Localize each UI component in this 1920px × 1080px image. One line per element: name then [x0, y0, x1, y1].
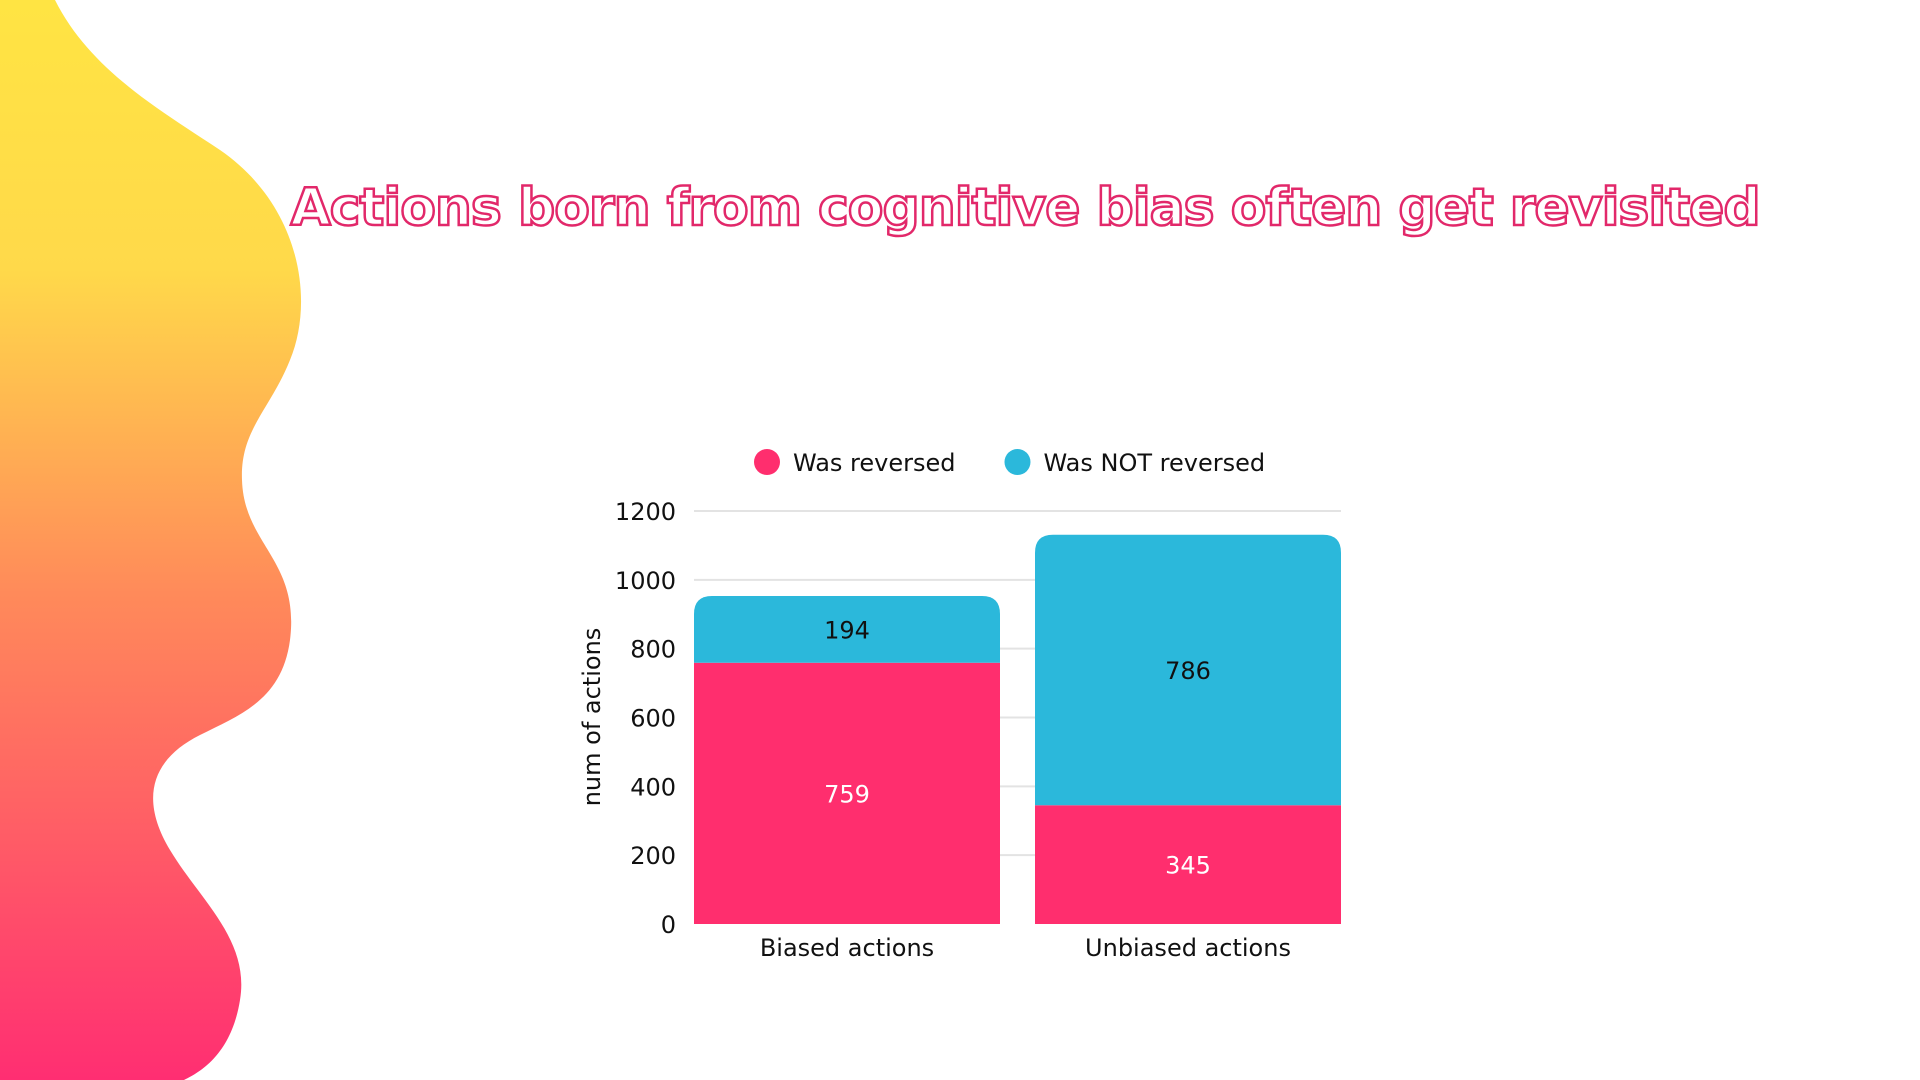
bar-segment: [1035, 534, 1341, 806]
y-tick-label: 1200: [615, 498, 676, 526]
bar-segment: [694, 596, 1000, 663]
data-label: 194: [824, 616, 870, 644]
legend-marker: [1004, 449, 1031, 475]
y-axis-label: num of actions: [578, 628, 606, 807]
y-tick-label: 1000: [615, 567, 676, 595]
data-label: 759: [824, 780, 870, 808]
legend-label: Was NOT reversed: [1043, 449, 1265, 477]
chart-title: Actions born from cognitive bias often g…: [289, 177, 1762, 240]
y-tick-label: 0: [661, 911, 676, 939]
y-tick-label: 400: [630, 773, 676, 801]
y-tick-label: 800: [630, 636, 676, 664]
y-tick-label: 200: [630, 842, 676, 870]
bar-segment: [694, 662, 1000, 924]
bar-segment: [1035, 805, 1341, 924]
data-label: 345: [1165, 852, 1211, 880]
legend-marker: [754, 449, 780, 475]
x-tick-label: Unbiased actions: [1085, 934, 1291, 962]
x-tick-label: Biased actions: [760, 934, 934, 962]
decorative-gradient-blob: [0, 0, 302, 1080]
legend-label: Was reversed: [793, 449, 955, 477]
y-tick-label: 600: [630, 705, 676, 733]
data-label: 786: [1165, 657, 1211, 685]
